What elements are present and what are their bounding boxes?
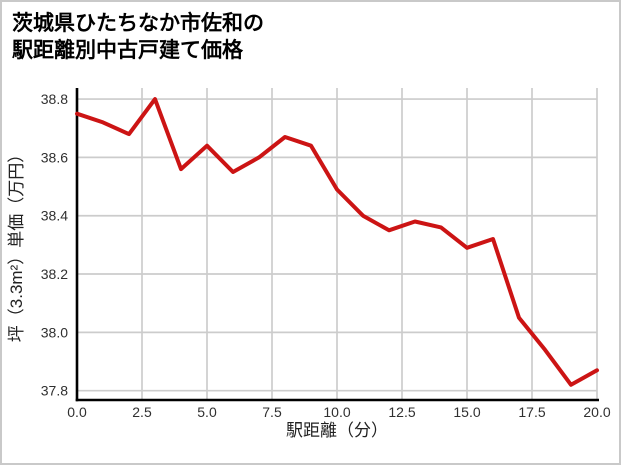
- chart-title-line2: 駅距離別中古戸建て価格: [12, 39, 243, 62]
- y-tick-label: 38.2: [41, 266, 68, 282]
- y-tick-label: 38.4: [41, 208, 68, 224]
- x-axis-label: 駅距離（分）: [286, 421, 388, 440]
- y-tick-label: 38.8: [41, 91, 68, 107]
- x-tick-label: 7.5: [262, 404, 282, 420]
- y-tick-label: 37.8: [41, 383, 68, 399]
- x-tick-label: 15.0: [453, 404, 480, 420]
- x-tick-label: 17.5: [518, 404, 545, 420]
- price-line: [75, 97, 599, 387]
- y-axis-label: 坪（3.3m²）単価（万円）: [7, 146, 26, 342]
- x-tick-label: 2.5: [132, 404, 152, 420]
- chart-title-line1: 茨城県ひたちなか市佐和の: [12, 12, 264, 35]
- x-tick-label: 5.0: [197, 404, 217, 420]
- x-tick-label: 10.0: [323, 404, 350, 420]
- x-tick-label: 12.5: [388, 404, 415, 420]
- y-tick-label: 38.6: [41, 149, 68, 165]
- chart-title: 茨城県ひたちなか市佐和の 駅距離別中古戸建て価格: [12, 10, 264, 64]
- y-tick-label: 38.0: [41, 324, 68, 340]
- x-tick-label: 20.0: [583, 404, 610, 420]
- x-tick-label: 0.0: [67, 404, 87, 420]
